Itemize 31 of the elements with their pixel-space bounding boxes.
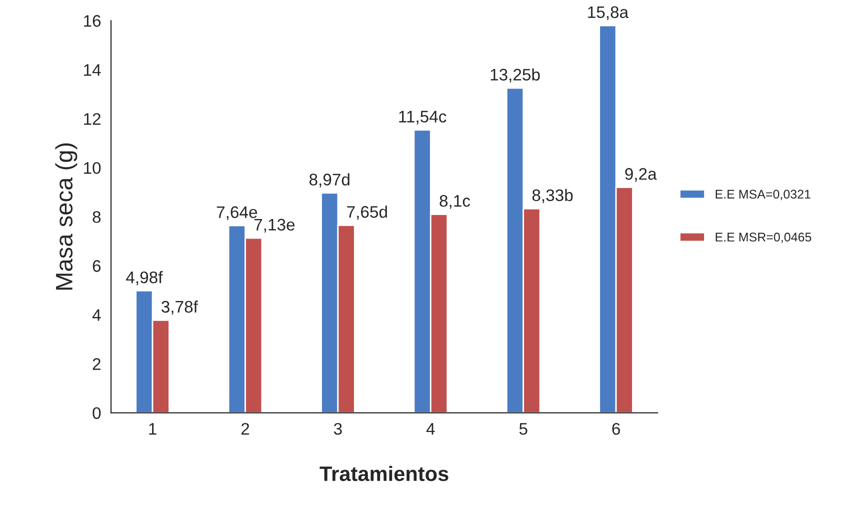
data-label: 4,98f xyxy=(126,271,163,286)
data-label: 13,25b xyxy=(490,68,540,83)
data-label: 7,13e xyxy=(254,218,295,233)
data-label: 9,2a xyxy=(625,168,657,182)
data-label: 3,78f xyxy=(162,300,198,315)
data-label: 11,54c xyxy=(399,110,446,124)
y-tick-label: 10 xyxy=(84,162,101,174)
x-axis-title: Tratamientos xyxy=(320,466,448,482)
y-tick-label: 8 xyxy=(92,211,101,223)
y-tick-label: 4 xyxy=(92,309,101,321)
data-label: 8,33b xyxy=(532,188,573,204)
legend-label: E.E MSR=0,0465 xyxy=(716,232,812,244)
x-tick-label: 4 xyxy=(426,423,435,435)
y-tick-label: 14 xyxy=(84,64,101,76)
x-tick-label: 2 xyxy=(241,422,250,435)
data-label: 8,1c xyxy=(440,195,470,209)
x-tick-label: 6 xyxy=(612,422,620,435)
data-label: 8,97d xyxy=(309,173,350,188)
data-label: 15,8a xyxy=(588,6,629,20)
x-tick-label: 3 xyxy=(334,422,342,435)
y-tick-label: 0 xyxy=(92,407,101,420)
y-tick-label: 2 xyxy=(92,358,100,370)
data-label: 7,64e xyxy=(216,206,258,220)
y-axis-title: Masa seca (g) xyxy=(55,143,78,290)
x-tick-label: 1 xyxy=(149,423,156,435)
y-tick-label: 12 xyxy=(84,113,100,125)
x-tick-label: 5 xyxy=(519,423,528,435)
y-tick-label: 6 xyxy=(92,260,101,272)
legend-label: E.E MSA=0,0321 xyxy=(716,190,810,200)
data-label: 7,65d xyxy=(347,206,387,220)
y-tick-label: 16 xyxy=(84,15,101,27)
